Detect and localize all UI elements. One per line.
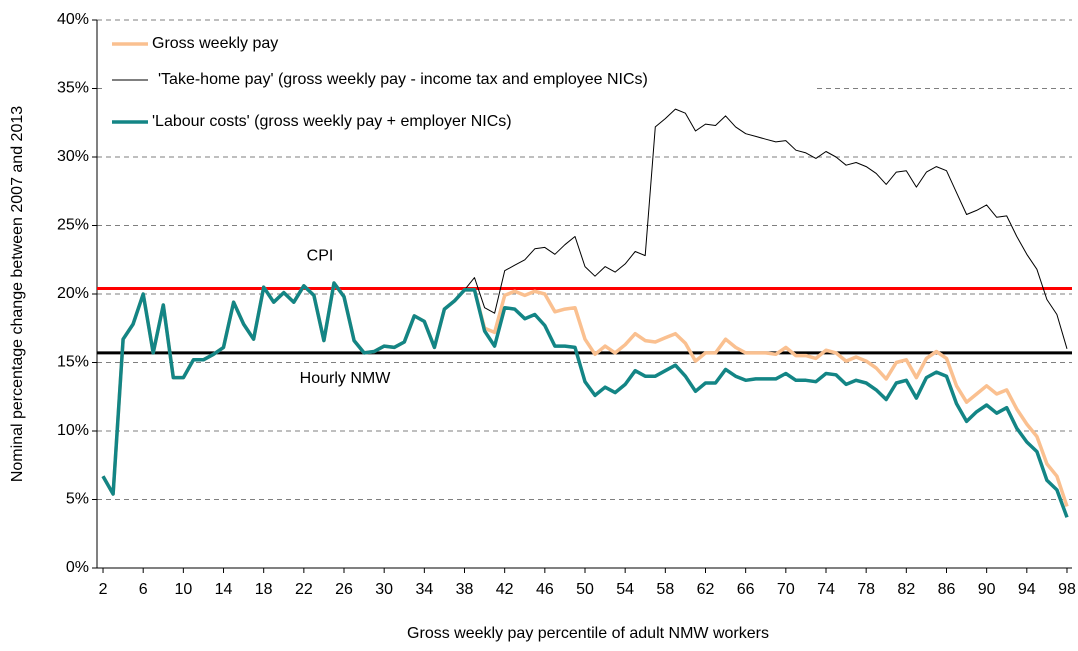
x-tick-label: 46 [536,581,554,598]
legend-label: Gross weekly pay [152,35,278,52]
x-tick-label: 2 [99,581,108,598]
y-axis-title: Nominal percentage change between 2007 a… [9,106,26,482]
x-tick-label: 74 [817,581,835,598]
x-tick-label: 42 [496,581,514,598]
x-tick-label: 18 [255,581,273,598]
x-tick-label: 38 [456,581,474,598]
reference-label: Hourly NMW [300,370,392,387]
x-tick-label: 66 [737,581,755,598]
y-tick-label: 25% [57,217,89,234]
y-tick-label: 10% [57,422,89,439]
x-tick-label: 94 [1018,581,1036,598]
y-tick-label: 0% [66,559,89,576]
x-tick-label: 22 [295,581,313,598]
y-tick-label: 20% [57,285,89,302]
x-tick-label: 58 [656,581,674,598]
x-tick-label: 86 [938,581,956,598]
y-tick-label: 40% [57,11,89,28]
x-tick-label: 34 [415,581,433,598]
legend-box [103,28,813,140]
x-tick-label: 78 [857,581,875,598]
series-line [101,281,1069,507]
series-line [101,281,1069,518]
series-line [102,108,1068,495]
x-tick-label: 82 [897,581,915,598]
x-tick-label: 62 [697,581,715,598]
legend-label: 'Labour costs' (gross weekly pay + emplo… [152,113,512,130]
y-tick-label: 35% [57,80,89,97]
x-tick-label: 6 [139,581,148,598]
x-tick-label: 98 [1058,581,1076,598]
x-axis-title: Gross weekly pay percentile of adult NMW… [407,625,769,642]
reference-label: CPI [307,248,334,265]
x-tick-label: 50 [576,581,594,598]
y-tick-label: 15% [57,354,89,371]
y-tick-label: 5% [66,491,89,508]
legend-label: 'Take-home pay' (gross weekly pay - inco… [158,71,648,88]
x-tick-label: 90 [978,581,996,598]
y-tick-label: 30% [57,148,89,165]
x-tick-label: 70 [777,581,795,598]
x-tick-label: 26 [335,581,353,598]
x-tick-label: 10 [174,581,192,598]
x-tick-label: 14 [215,581,233,598]
x-tick-label: 54 [616,581,634,598]
x-tick-label: 30 [375,581,393,598]
